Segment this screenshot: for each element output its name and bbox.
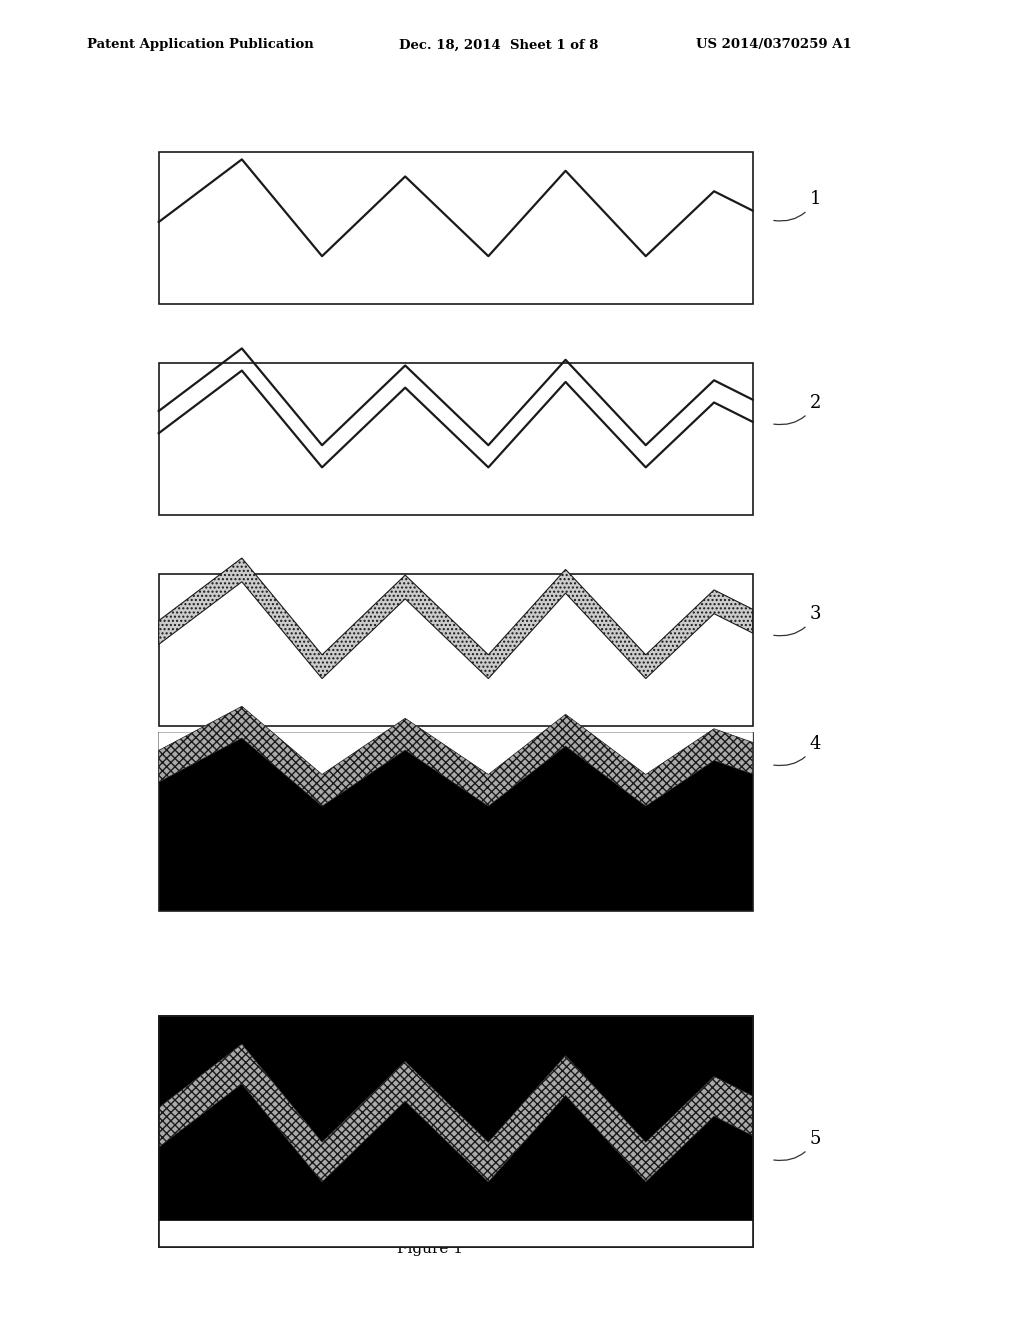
Bar [159, 574, 753, 726]
Text: Patent Application Publication: Patent Application Publication [87, 38, 313, 51]
Text: Dec. 18, 2014  Sheet 1 of 8: Dec. 18, 2014 Sheet 1 of 8 [399, 38, 599, 51]
Bar [159, 1221, 753, 1247]
Text: Figure 1: Figure 1 [397, 1242, 463, 1255]
Bar [159, 363, 753, 515]
Text: 2: 2 [774, 393, 821, 425]
Polygon shape [159, 1016, 753, 1142]
Bar [159, 1016, 753, 1247]
Polygon shape [159, 558, 753, 678]
Polygon shape [159, 706, 753, 807]
Text: 4: 4 [774, 735, 821, 766]
Text: 1: 1 [774, 190, 821, 220]
Text: 3: 3 [774, 605, 821, 636]
Bar [159, 1016, 753, 1247]
Polygon shape [159, 706, 753, 775]
Bar [159, 152, 753, 304]
Polygon shape [159, 1044, 753, 1181]
Text: US 2014/0370259 A1: US 2014/0370259 A1 [696, 38, 852, 51]
Polygon shape [159, 733, 753, 807]
Text: 5: 5 [774, 1130, 821, 1160]
Bar [159, 733, 753, 911]
Polygon shape [159, 1084, 753, 1221]
